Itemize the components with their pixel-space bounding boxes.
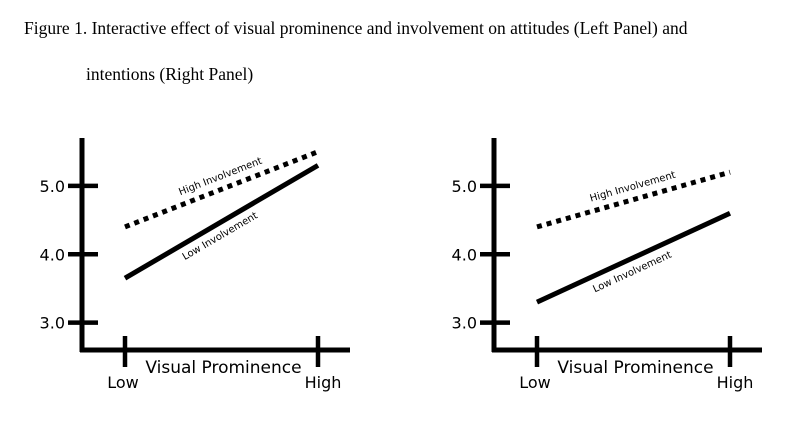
x-tick-label: Low <box>519 373 551 392</box>
series-line <box>124 149 319 230</box>
y-tick-label: 4.0 <box>452 245 477 264</box>
figure-caption-line-1: Figure 1. Interactive effect of visual p… <box>24 18 688 38</box>
x-tick-label: High <box>305 373 342 392</box>
x-axis-label: Visual Prominence <box>557 358 713 378</box>
y-tick-label: 5.0 <box>452 177 477 196</box>
x-tick-label: Low <box>107 373 139 392</box>
y-tick-label: 5.0 <box>40 177 65 196</box>
y-tick-label: 3.0 <box>40 314 65 333</box>
x-axis-label: Visual Prominence <box>145 358 301 378</box>
figure-caption-line-2: intentions (Right Panel) <box>86 64 254 84</box>
x-tick-label: High <box>717 373 754 392</box>
series-line <box>536 169 731 230</box>
series-line <box>535 210 732 305</box>
series-label: High Involvement <box>589 170 677 205</box>
series-line <box>123 163 320 281</box>
y-tick-label: 3.0 <box>452 314 477 333</box>
y-tick-label: 4.0 <box>40 245 65 264</box>
